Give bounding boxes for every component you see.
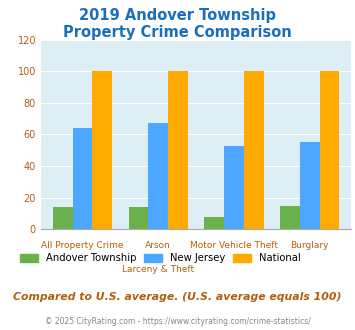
Text: Motor Vehicle Theft: Motor Vehicle Theft [190, 241, 278, 250]
Bar [320, 71, 339, 229]
Text: Compared to U.S. average. (U.S. average equals 100): Compared to U.S. average. (U.S. average … [13, 292, 342, 302]
Text: Arson: Arson [146, 241, 171, 250]
Text: Property Crime Comparison: Property Crime Comparison [63, 25, 292, 40]
Bar [244, 71, 263, 229]
Bar [224, 146, 244, 229]
Text: © 2025 CityRating.com - https://www.cityrating.com/crime-statistics/: © 2025 CityRating.com - https://www.city… [45, 317, 310, 326]
Bar [53, 207, 73, 229]
Bar [168, 71, 188, 229]
Bar [300, 142, 320, 229]
Bar [280, 206, 300, 229]
Text: All Property Crime: All Property Crime [41, 241, 124, 250]
Bar [73, 128, 92, 229]
Text: Larceny & Theft: Larceny & Theft [122, 265, 194, 275]
Bar [148, 123, 168, 229]
Bar [129, 207, 148, 229]
Text: Burglary: Burglary [290, 241, 329, 250]
Bar [204, 217, 224, 229]
Legend: Andover Township, New Jersey, National: Andover Township, New Jersey, National [16, 249, 305, 267]
Bar [92, 71, 112, 229]
Text: 2019 Andover Township: 2019 Andover Township [79, 8, 276, 23]
